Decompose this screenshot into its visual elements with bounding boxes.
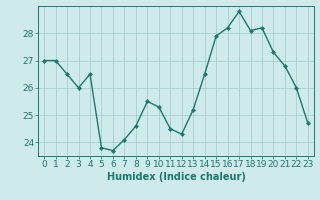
X-axis label: Humidex (Indice chaleur): Humidex (Indice chaleur): [107, 172, 245, 182]
